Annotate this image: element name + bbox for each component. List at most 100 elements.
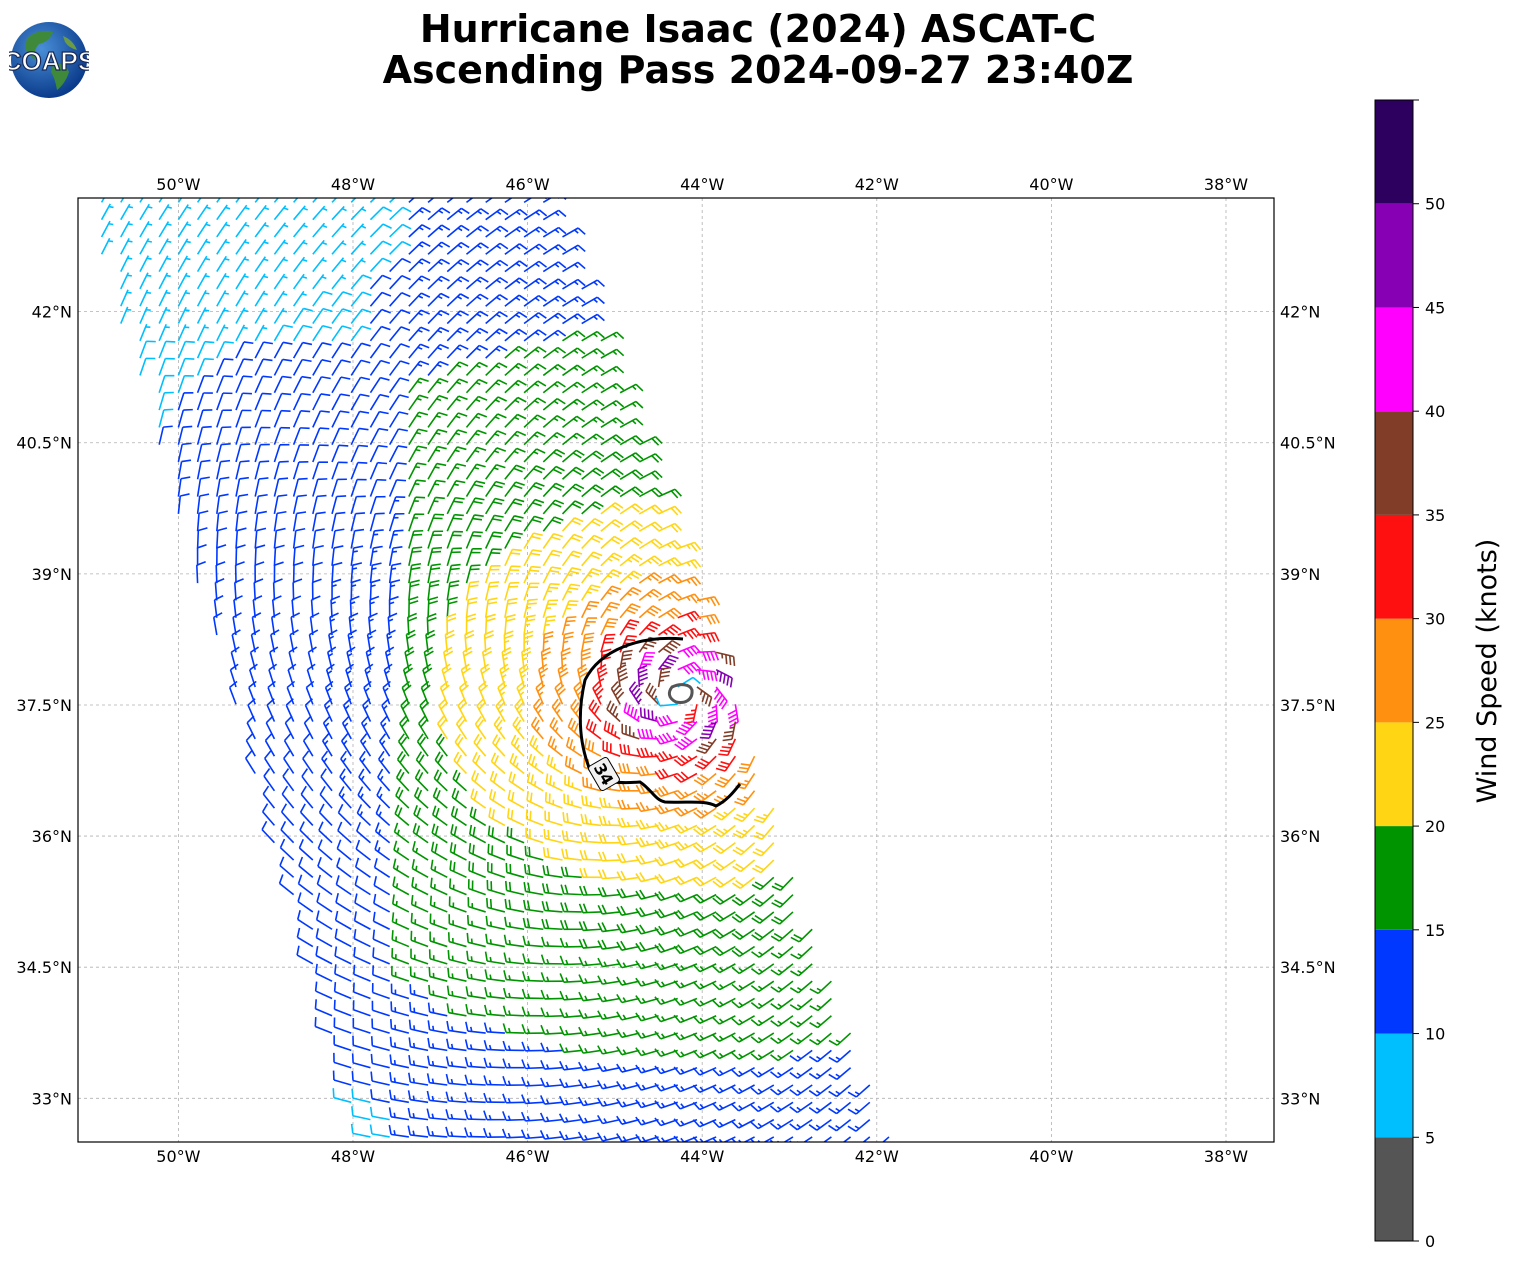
wind-barb	[354, 893, 371, 913]
wind-barb	[579, 849, 601, 861]
wind-barb	[254, 409, 272, 428]
wind-barb	[446, 429, 468, 446]
wind-barb	[561, 449, 585, 463]
wind-barb	[542, 312, 567, 325]
wind-barb	[196, 476, 210, 497]
wind-barb	[297, 892, 314, 913]
wind-barb	[254, 198, 260, 203]
wind-barb	[465, 378, 488, 394]
wind-barb	[212, 612, 223, 636]
wind-barb	[455, 715, 468, 740]
wind-barb	[254, 392, 272, 411]
wind-barb	[523, 209, 548, 221]
wind-barb	[391, 912, 410, 930]
wind-barb	[216, 324, 229, 342]
wind-barb	[293, 205, 308, 221]
wind-barb	[216, 358, 234, 376]
wind-barb	[732, 859, 756, 873]
wind-barb	[254, 477, 269, 497]
wind-barb	[561, 567, 582, 584]
wind-barb	[600, 400, 625, 411]
wind-barb	[177, 442, 192, 463]
wind-barb	[446, 530, 463, 549]
wind-barb	[358, 768, 372, 792]
wind-barb	[541, 918, 563, 931]
wind-barb	[616, 905, 640, 916]
wind-barb	[177, 493, 190, 514]
wind-barb	[557, 663, 569, 688]
wind-barb	[562, 432, 585, 446]
wind-barb	[581, 467, 605, 480]
wind-barb	[581, 330, 605, 342]
wind-barb	[692, 911, 717, 921]
wind-barb	[369, 291, 392, 307]
wind-barb	[177, 198, 183, 203]
wind-barb	[731, 928, 756, 940]
wind-barb	[581, 313, 605, 325]
wind-barb	[446, 395, 468, 411]
wind-barb	[177, 374, 194, 394]
wind-barb	[431, 823, 448, 844]
wind-barb	[503, 630, 514, 653]
wind-barb	[523, 295, 547, 307]
wind-barb	[696, 631, 720, 643]
colorbar-tick-label: 10	[1425, 1025, 1445, 1044]
wind-barb	[303, 715, 314, 740]
wind-barb	[560, 866, 582, 879]
wind-barb	[408, 496, 426, 515]
wind-barb	[408, 206, 431, 221]
wind-barb	[732, 842, 756, 856]
wind-barb	[408, 198, 416, 203]
wind-barb	[485, 345, 508, 359]
wind-barb	[279, 856, 295, 878]
wind-barb	[523, 481, 545, 498]
wind-barb	[427, 241, 451, 255]
wind-barb	[606, 700, 621, 723]
wind-barb	[523, 414, 546, 428]
wind-barb	[731, 911, 756, 923]
wind-barb	[581, 416, 605, 429]
colorbar-bin	[1375, 722, 1413, 827]
wind-barb	[562, 364, 586, 377]
wind-barb	[261, 820, 276, 844]
wind-barb	[504, 614, 516, 636]
wind-barb	[465, 327, 489, 342]
wind-barb	[177, 289, 191, 307]
wind-barb	[196, 204, 211, 221]
wind-barb	[581, 348, 605, 359]
wind-barb	[544, 792, 563, 809]
wind-barb	[677, 541, 702, 552]
wind-barb	[530, 716, 544, 740]
wind-barb	[139, 306, 151, 324]
wind-barb	[312, 239, 328, 255]
wind-barb	[233, 595, 243, 618]
wind-barb	[619, 570, 643, 584]
wind-barb	[331, 274, 347, 290]
wind-barb	[635, 837, 659, 848]
wind-barb	[427, 326, 450, 342]
wind-barb	[510, 734, 525, 757]
wind-barb	[244, 750, 256, 774]
wind-barb	[545, 773, 563, 792]
wind-barb	[523, 277, 547, 290]
wind-barb	[658, 539, 682, 550]
wind-barb	[299, 821, 314, 844]
wind-barb	[472, 752, 487, 775]
wind-barb	[673, 892, 698, 903]
wind-barb	[546, 754, 563, 775]
wind-barb	[388, 445, 408, 463]
wind-barb	[446, 327, 469, 342]
wind-barb	[254, 239, 269, 255]
wind-barb	[619, 452, 644, 463]
wind-barb	[389, 223, 412, 238]
wind-barb	[453, 751, 468, 775]
wind-barb	[439, 680, 450, 705]
wind-barb	[369, 495, 386, 515]
wind-barb	[280, 803, 295, 826]
wind-barb	[564, 774, 582, 792]
wind-barb	[312, 342, 332, 359]
wind-barb	[321, 750, 333, 774]
wind-barb	[388, 546, 403, 566]
wind-barb	[581, 484, 604, 498]
wind-barb	[315, 928, 333, 948]
